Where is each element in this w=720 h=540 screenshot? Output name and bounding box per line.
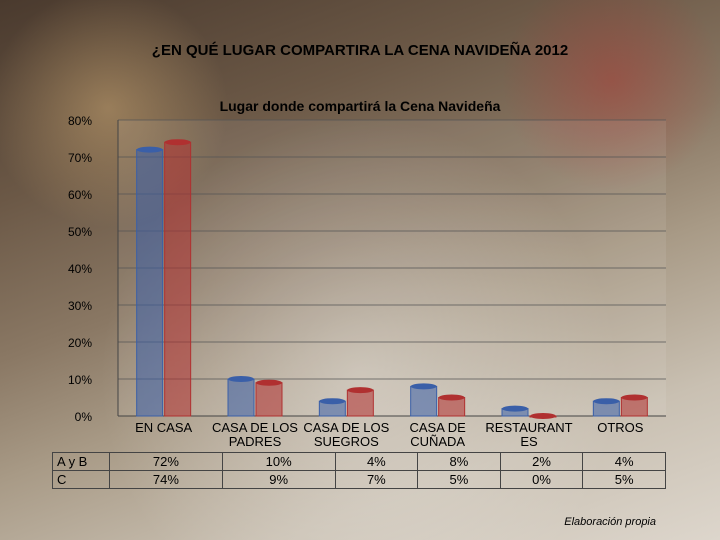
x-category-label: SUEGROS (314, 434, 379, 449)
x-category-label: EN CASA (135, 420, 192, 435)
source-note: Elaboración propia (564, 516, 656, 528)
y-tick-label: 40% (68, 262, 92, 276)
data-table: A y B 72% 10% 4% 8% 2% 4% C 74% 9% 7% 5%… (52, 452, 666, 489)
cell: 8% (417, 452, 501, 471)
x-category-label: CUÑADA (410, 434, 465, 449)
table-row-c: C 74% 9% 7% 5% 0% 5% (52, 470, 666, 489)
cell: 0% (499, 470, 584, 489)
y-tick-label: 20% (68, 336, 92, 350)
bar-cap-ayb (593, 398, 620, 405)
y-tick-label: 30% (68, 299, 92, 313)
series-label-ayb: A y B (52, 452, 110, 471)
series-label-c: C (52, 470, 110, 489)
bar-cap-ayb (136, 146, 163, 153)
bar-ayb (410, 385, 438, 417)
bar-c (164, 141, 192, 417)
bar-ayb (136, 149, 164, 417)
x-category-label: CASA DE LOS (303, 420, 389, 435)
bar-cap-ayb (319, 398, 346, 405)
bar-cap-c (347, 387, 374, 394)
x-category-label: RESTAURANT (485, 420, 572, 435)
y-tick-label: 80% (68, 114, 92, 128)
x-category-label: CASA DE LOS (212, 420, 298, 435)
x-category-label: CASA DE (409, 420, 466, 435)
bar-c (255, 382, 283, 417)
y-tick-label: 0% (75, 410, 93, 424)
cell: 72% (109, 452, 223, 471)
cell: 74% (109, 470, 223, 489)
y-tick-label: 50% (68, 225, 92, 239)
cell: 9% (221, 470, 336, 489)
chart-title: Lugar donde compartirá la Cena Navideña (219, 98, 501, 114)
cell: 10% (221, 452, 336, 471)
y-tick-label: 70% (68, 151, 92, 165)
table-row-ayb: A y B 72% 10% 4% 8% 2% 4% (52, 452, 666, 471)
bar-cap-c (164, 139, 191, 146)
cell: 5% (582, 470, 666, 489)
y-tick-label: 10% (68, 373, 92, 387)
x-category-label: ES (520, 434, 538, 449)
cell: 4% (334, 452, 419, 471)
cell: 5% (417, 470, 501, 489)
bar-cap-ayb (228, 376, 254, 382)
bar-c (346, 389, 374, 417)
cell: 4% (582, 452, 666, 471)
cell: 2% (499, 452, 584, 471)
bar-ayb (227, 378, 255, 417)
bar-cap-ayb (410, 383, 437, 390)
page-title: ¿EN QUÉ LUGAR COMPARTIRA LA CENA NAVIDEÑ… (151, 42, 569, 59)
y-tick-label: 60% (68, 188, 92, 202)
bar-cap-c (256, 379, 282, 386)
bar-cap-c (621, 394, 648, 401)
cell: 7% (334, 470, 419, 489)
x-category-label: OTROS (597, 420, 644, 435)
x-category-label: PADRES (229, 434, 282, 449)
bar-cap-ayb (502, 405, 528, 412)
bar-cap-c (530, 413, 556, 419)
bar-cap-c (438, 394, 465, 401)
